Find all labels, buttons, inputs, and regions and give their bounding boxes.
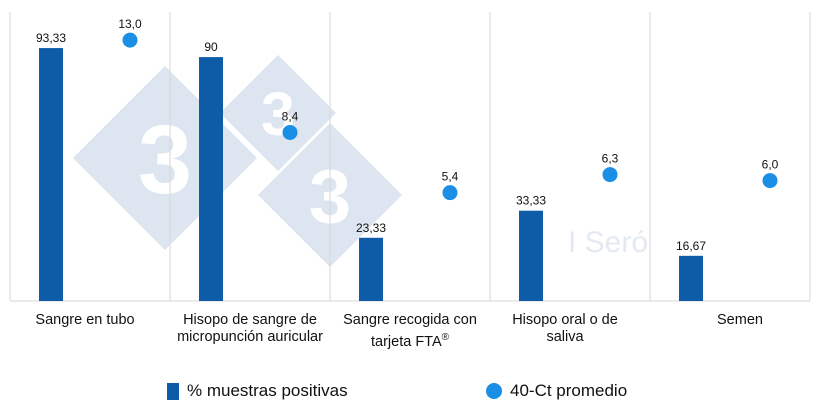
point-label-2: 5,4 [442, 170, 459, 184]
point-4 [762, 173, 778, 189]
bar-series [39, 48, 703, 301]
point-1 [282, 124, 298, 140]
watermark-text: I Seró [568, 226, 648, 259]
bar-label-3: 33,33 [516, 194, 546, 208]
grid-lines [9, 12, 811, 302]
category-label-hisopo-sangre: Hisopo de sangre de micropunción auricul… [177, 312, 323, 345]
bar-label-2: 23,33 [356, 221, 386, 235]
point-label-1: 8,4 [282, 109, 299, 123]
watermark-digit-0: 3 [138, 105, 192, 214]
bar-3 [519, 210, 543, 301]
bar-0 [39, 48, 63, 301]
legend-bar-swatch [167, 382, 179, 400]
point-label-3: 6,3 [602, 152, 619, 166]
bar-2 [359, 237, 383, 301]
point-series [122, 32, 778, 201]
bar-label-0: 93,33 [36, 31, 66, 45]
point-2 [442, 185, 458, 201]
watermark-diamond-1 [220, 55, 336, 171]
data-labels: 93,33 13,0 90 8,4 23,33 5,4 33,33 6,3 16,67 6,0 [36, 17, 779, 253]
category-label-sangre-en-tubo: Sangre en tubo [35, 312, 135, 328]
point-label-0: 13,0 [118, 17, 142, 31]
legend-point-swatch [486, 383, 502, 399]
point-0 [122, 32, 138, 48]
bar-label-1: 90 [204, 40, 218, 54]
category-label-semen: Semen [717, 312, 763, 328]
bar-4 [679, 255, 703, 301]
legend-point-label: 40-Ct promedio [510, 381, 628, 400]
category-label-tarjeta-fta: Sangre recogida con tarjeta FTA® [343, 312, 477, 350]
legend-point-entry: 40-Ct promedio [486, 381, 627, 401]
bar-label-4: 16,67 [676, 239, 706, 253]
point-label-4: 6,0 [762, 158, 779, 172]
point-3 [602, 167, 618, 183]
category-label-hisopo-oral: Hisopo oral o de saliva [512, 312, 618, 345]
watermark-logo: 3 33I Seró [73, 55, 648, 267]
legend-bar-entry: % muestras positivas [167, 381, 348, 401]
legend-bar-label: % muestras positivas [187, 381, 348, 400]
bar-1 [199, 57, 223, 301]
registered-mark: ® [441, 332, 449, 343]
